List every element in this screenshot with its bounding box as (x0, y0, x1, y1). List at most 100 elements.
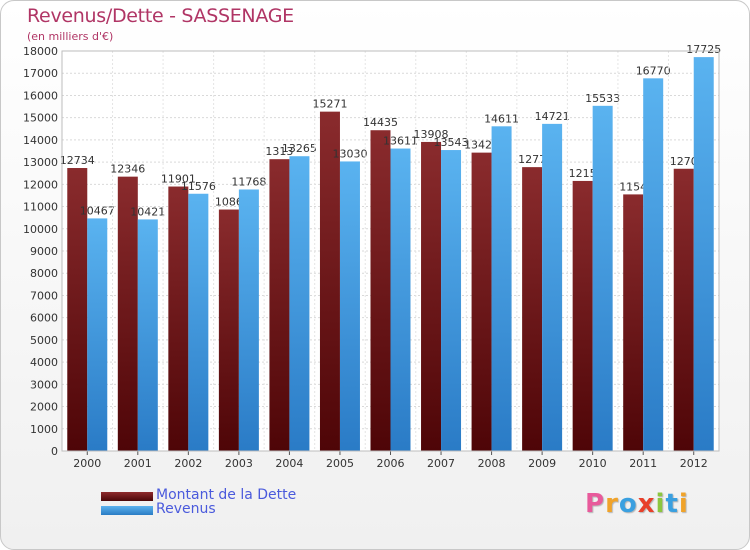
y-tick-label: 5000 (30, 334, 58, 347)
legend-swatch-dette (101, 492, 153, 501)
bar-revenus (643, 78, 664, 451)
data-label-dette: 14435 (363, 116, 398, 129)
x-tick-label: 2010 (579, 457, 607, 470)
legend-swatch-revenus (101, 506, 153, 515)
x-tick-label: 2007 (427, 457, 455, 470)
bar-dette (218, 209, 239, 451)
data-label-dette: 11901 (161, 173, 196, 186)
x-tick-label: 2011 (629, 457, 657, 470)
data-label-revenus: 14611 (484, 112, 519, 125)
bar-revenus (491, 126, 512, 452)
data-label-dette: 1277 (518, 153, 546, 166)
bar-dette (421, 141, 442, 451)
bar-dette (370, 130, 391, 451)
x-tick-label: 2002 (174, 457, 202, 470)
bar-revenus (137, 219, 158, 451)
y-tick-label: 1000 (30, 423, 58, 436)
bar-revenus (693, 57, 714, 451)
y-tick-label: 15000 (23, 112, 58, 125)
legend-label-revenus: Revenus (156, 501, 216, 517)
data-label-revenus: 16770 (636, 64, 671, 77)
x-tick-label: 2005 (326, 457, 354, 470)
y-tick-label: 3000 (30, 378, 58, 391)
chart-title: Revenus/Dette - SASSENAGE (27, 5, 294, 27)
bar-dette (623, 194, 644, 451)
x-tick-label: 2006 (377, 457, 405, 470)
logo-letter: i (655, 489, 666, 519)
data-label-dette: 1215 (569, 167, 597, 180)
y-tick-label: 12000 (23, 178, 58, 191)
data-label-revenus: 11576 (181, 180, 216, 193)
bar-dette (319, 111, 340, 452)
bar-revenus (87, 218, 108, 451)
y-tick-label: 7000 (30, 289, 58, 302)
data-label-dette: 1086 (215, 196, 243, 209)
bar-dette (522, 167, 543, 451)
y-tick-label: 14000 (23, 134, 58, 147)
data-label-dette: 1270 (670, 155, 698, 168)
bar-dette (471, 152, 492, 451)
bar-dette (117, 176, 138, 451)
proxiti-logo: Proxiti (585, 489, 689, 519)
y-tick-label: 6000 (30, 312, 58, 325)
data-label-revenus: 15533 (585, 92, 620, 105)
logo-letter: i (678, 489, 689, 519)
data-label-dette: 12346 (110, 163, 145, 176)
logo-letter: o (618, 489, 638, 519)
y-tick-label: 9000 (30, 245, 58, 258)
bar-revenus (339, 161, 360, 451)
data-label-dette: 12734 (60, 154, 95, 167)
data-label-revenus: 10421 (130, 205, 165, 218)
y-tick-label: 17000 (23, 67, 58, 80)
x-tick-label: 2003 (225, 457, 253, 470)
logo-letter: r (605, 489, 619, 519)
logo-letter: x (637, 489, 656, 519)
data-label-revenus: 10467 (80, 204, 115, 217)
logo-letter: t (665, 489, 679, 519)
data-label-revenus: 11768 (231, 175, 266, 188)
bar-revenus (188, 193, 209, 451)
bar-dette (168, 186, 189, 452)
bar-revenus (289, 156, 310, 451)
bar-dette (67, 168, 88, 451)
x-tick-label: 2001 (124, 457, 152, 470)
x-tick-label: 2008 (478, 457, 506, 470)
y-tick-label: 0 (51, 445, 58, 458)
logo-letter: P (585, 489, 606, 519)
y-tick-label: 13000 (23, 156, 58, 169)
y-tick-label: 4000 (30, 356, 58, 369)
data-label-dette: 13908 (414, 128, 449, 141)
y-tick-label: 2000 (30, 401, 58, 414)
x-tick-label: 2004 (275, 457, 303, 470)
chart-subtitle: (en milliers d'€) (27, 30, 114, 43)
y-tick-label: 10000 (23, 223, 58, 236)
bar-dette (572, 180, 593, 451)
data-label-revenus: 13265 (282, 142, 317, 155)
bar-revenus (592, 105, 613, 452)
bar-dette (269, 159, 290, 451)
plot-border (61, 50, 720, 452)
x-tick-label: 2000 (73, 457, 101, 470)
y-tick-label: 18000 (23, 45, 58, 58)
data-label-dette: 1154 (619, 180, 647, 193)
legend-label-dette: Montant de la Dette (156, 487, 297, 503)
x-tick-label: 2012 (680, 457, 708, 470)
y-tick-label: 16000 (23, 89, 58, 102)
bar-revenus (390, 148, 411, 452)
data-label-revenus: 17725 (686, 43, 721, 56)
data-label-revenus: 13543 (434, 136, 469, 149)
data-label-dette: 1313 (265, 145, 293, 158)
bar-revenus (441, 150, 462, 452)
x-tick-label: 2009 (528, 457, 556, 470)
bar-dette (673, 168, 694, 451)
data-label-revenus: 13611 (383, 135, 418, 148)
data-label-revenus: 13030 (332, 147, 367, 160)
data-label-dette: 13427 (464, 139, 499, 152)
y-tick-label: 11000 (23, 201, 58, 214)
data-label-dette: 15271 (312, 98, 347, 111)
data-label-revenus: 14721 (535, 110, 570, 123)
y-tick-label: 8000 (30, 267, 58, 280)
bar-revenus (542, 123, 563, 451)
